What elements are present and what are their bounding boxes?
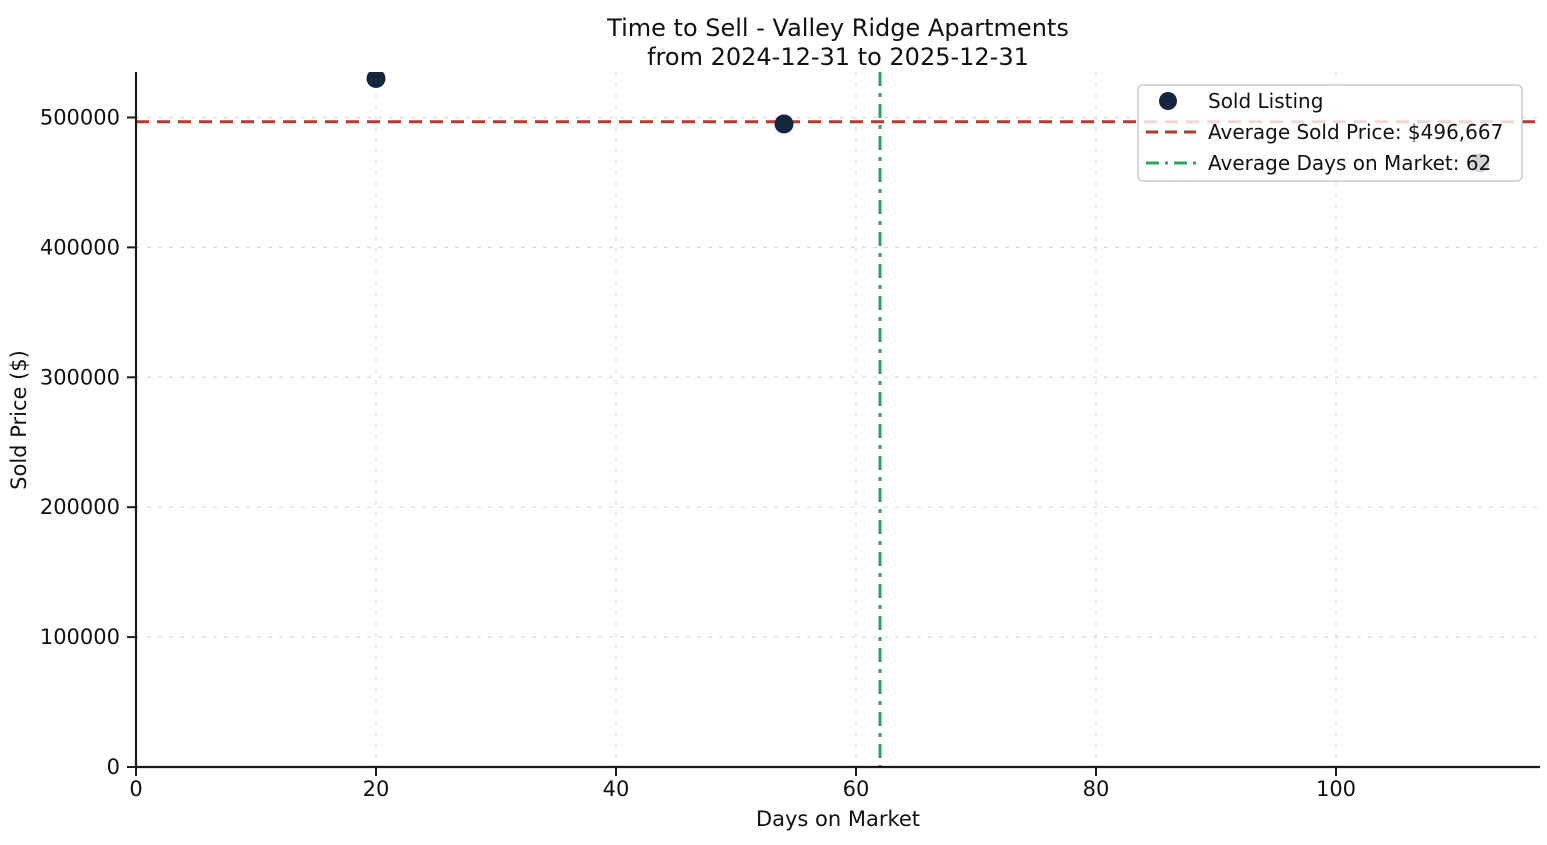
legend-label-sold-listing: Sold Listing xyxy=(1208,89,1323,113)
x-tick-label: 60 xyxy=(843,777,870,801)
y-axis-label: Sold Price ($) xyxy=(7,350,31,490)
reference-lines xyxy=(136,72,1540,767)
y-tick-label: 100000 xyxy=(40,625,120,649)
x-axis-label: Days on Market xyxy=(756,807,920,831)
sold-listing-point xyxy=(366,72,386,88)
legend-label-average-days: Average Days on Market: 62 xyxy=(1208,151,1491,175)
axes xyxy=(127,72,1540,776)
y-tick-label: 200000 xyxy=(40,495,120,519)
x-tick-label: 40 xyxy=(603,777,630,801)
legend-label-average-price: Average Sold Price: $496,667 xyxy=(1208,120,1503,144)
legend-marker-sold-listing-icon xyxy=(1159,92,1177,110)
chart-title-line2: from 2024-12-31 to 2025-12-31 xyxy=(647,43,1029,71)
x-tick-label: 80 xyxy=(1083,777,1110,801)
y-tick-label: 500000 xyxy=(40,105,120,129)
y-tick-label: 300000 xyxy=(40,365,120,389)
x-tick-label: 100 xyxy=(1316,777,1356,801)
x-tick-label: 0 xyxy=(129,777,142,801)
legend-box xyxy=(1137,84,1523,182)
y-tick-label: 400000 xyxy=(40,235,120,259)
tick-labels: 0 20 40 60 80 100 0 100000 200000 300000 400000 500… xyxy=(40,105,1356,801)
chart-title-line1: Time to Sell - Valley Ridge Apartments xyxy=(606,14,1069,42)
sold-listing-point xyxy=(774,114,794,134)
x-tick-label: 20 xyxy=(363,777,390,801)
y-tick-label: 0 xyxy=(107,755,120,779)
legend: Sold Listing Average Sold Price: $496,66… xyxy=(1137,84,1523,182)
